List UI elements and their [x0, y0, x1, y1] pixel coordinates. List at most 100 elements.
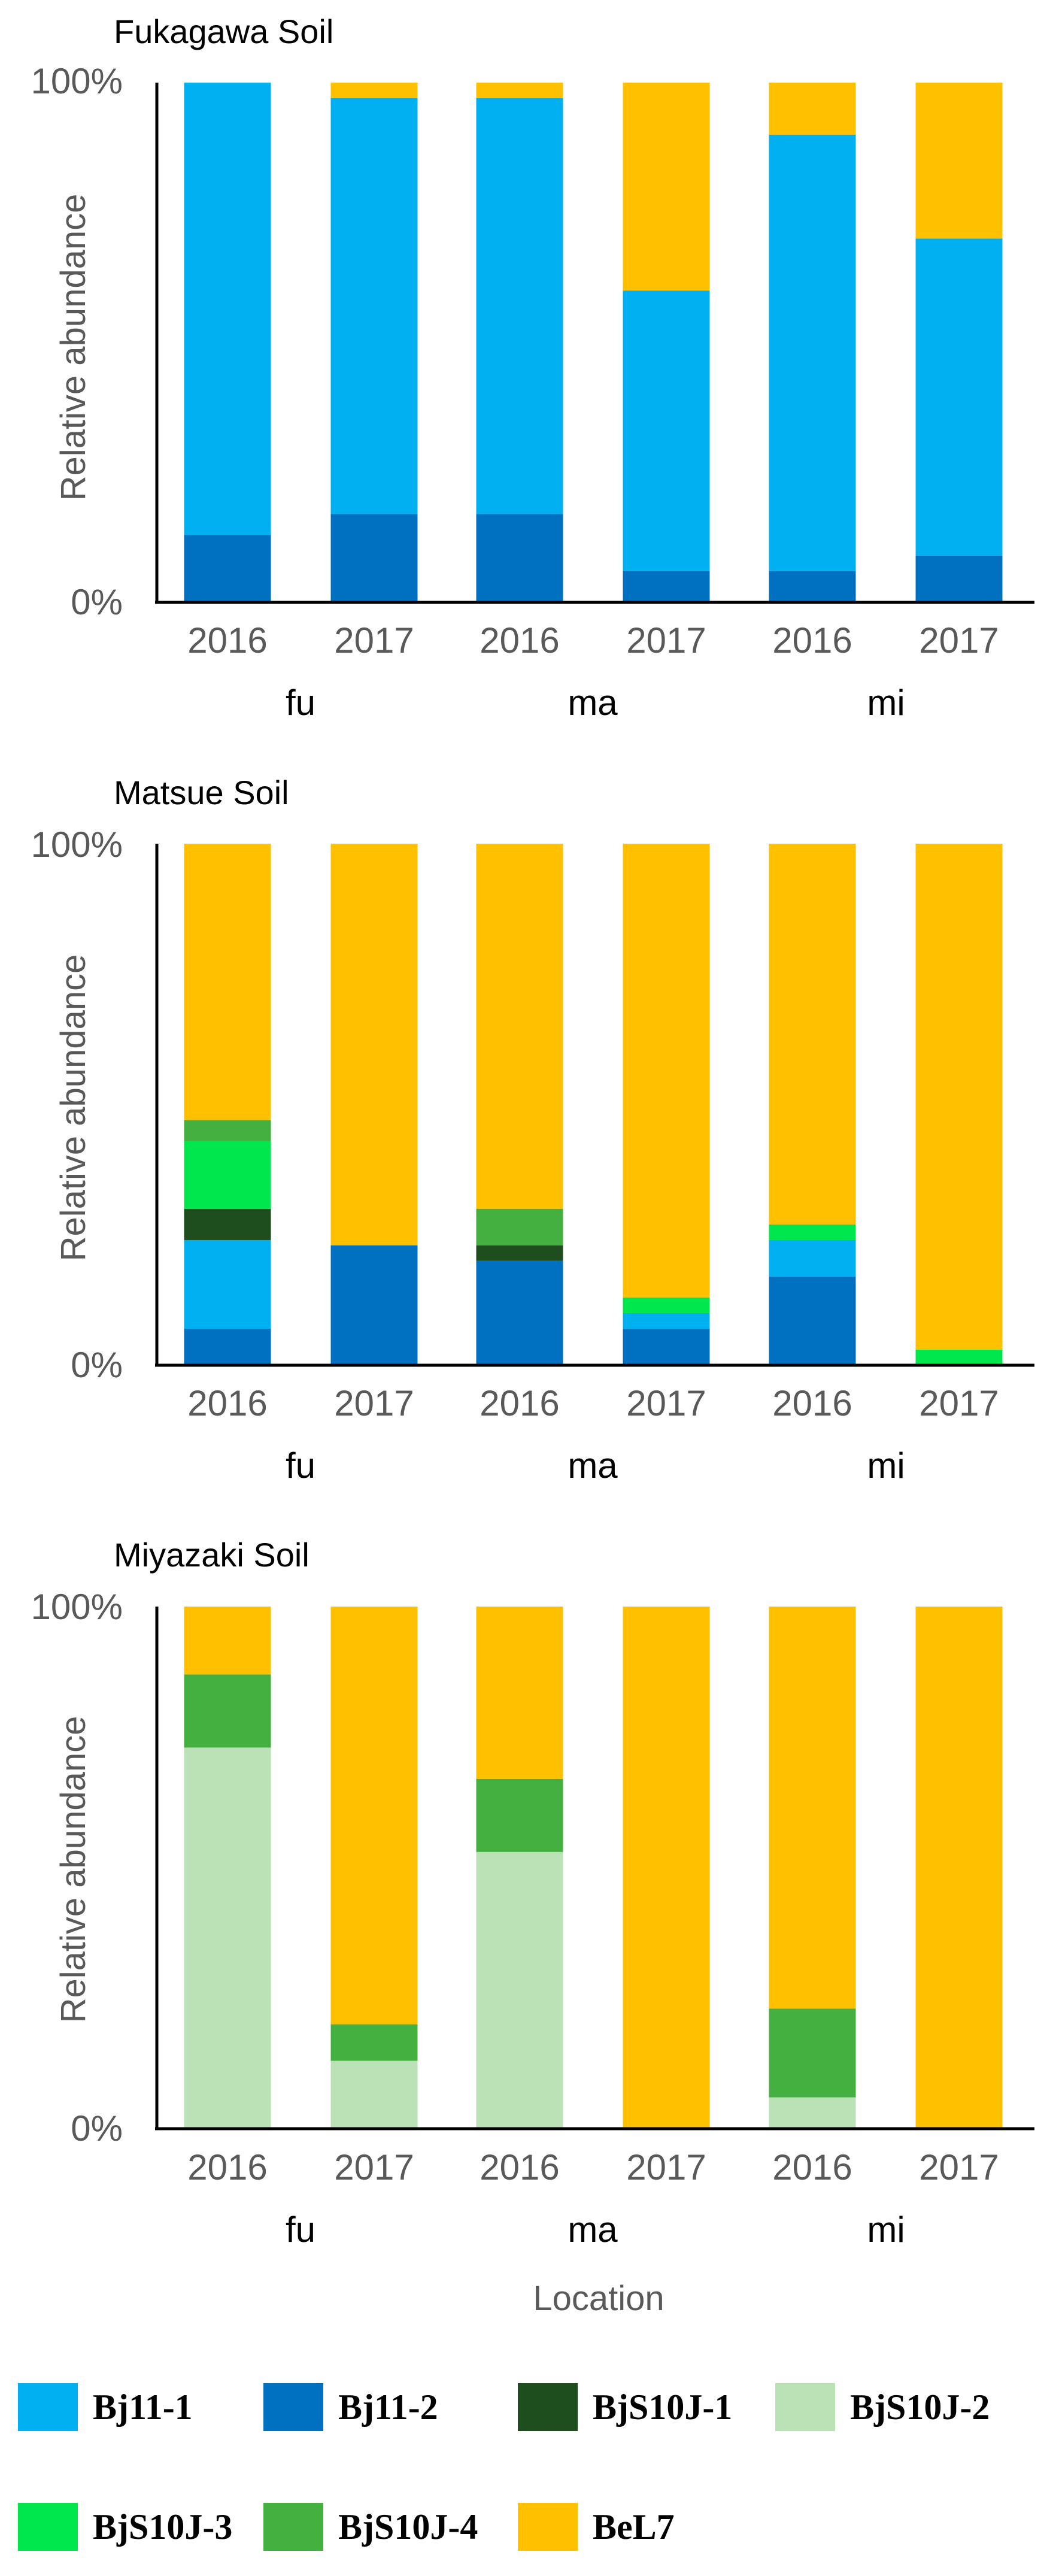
group-label: ma: [568, 2210, 618, 2250]
x-tick-label: 2017: [919, 1383, 999, 1423]
group-label: mi: [867, 2210, 905, 2250]
bar-segment-bjs10j-2: [184, 1747, 271, 2129]
bar-segment-bel7: [330, 1607, 418, 2025]
bar-segment-bjs10j-2: [330, 2060, 418, 2129]
bar-segment-bjs10j-4: [330, 2024, 418, 2061]
legend-label: BjS10J-1: [593, 2387, 732, 2427]
bar-segment-bj11-1: [769, 1239, 856, 1277]
bar-segment-bel7: [330, 83, 418, 99]
bar-segment-bj11-1: [184, 83, 271, 535]
y-tick-max: 100%: [31, 61, 123, 101]
bar-segment-bjs10j-1: [476, 1245, 563, 1261]
bar-segment-bel7: [769, 844, 856, 1225]
bar-segment-bel7: [769, 1607, 856, 2009]
bar-segment-bel7: [623, 1607, 710, 2129]
x-tick-labels: 2016 2017 2016 2017 2016 2017: [187, 1383, 999, 1423]
group-labels: fu ma mi: [286, 2210, 905, 2250]
bar-segment-bel7: [769, 83, 856, 135]
bar-segment-bel7: [184, 844, 271, 1120]
bar-segment-bjs10j-4: [476, 1208, 563, 1245]
bar-segment-bj11-2: [330, 1245, 418, 1365]
group-label: mi: [867, 683, 905, 723]
bar-segment-bj11-2: [769, 1276, 856, 1365]
chart-title: Fukagawa Soil: [114, 13, 333, 50]
bar-segment-bj11-2: [623, 1329, 710, 1365]
bar-segment-bjs10j-3: [769, 1224, 856, 1240]
bar-segment-bel7: [476, 83, 563, 99]
bar-segment-bj11-2: [623, 571, 710, 602]
bar-segment-bjs10j-3: [184, 1141, 271, 1209]
panel-miyazaki: Miyazaki Soil Relative abundance 100% 0%…: [31, 1536, 1034, 2318]
chart-title: Miyazaki Soil: [114, 1536, 309, 1574]
bar-segment-bel7: [915, 844, 1003, 1350]
x-tick-label: 2016: [772, 620, 852, 660]
bar-segment-bel7: [476, 1607, 563, 1779]
bar-segment-bj11-2: [915, 555, 1003, 602]
y-axis-label: Relative abundance: [54, 954, 93, 1262]
bar-segment-bj11-2: [476, 1260, 563, 1365]
bar-segment-bj11-1: [184, 1239, 271, 1329]
group-labels: fu ma mi: [286, 1445, 905, 1486]
legend-swatch: [18, 2383, 78, 2431]
legend-label: BjS10J-4: [338, 2507, 478, 2547]
x-tick-label: 2016: [187, 620, 267, 660]
y-tick-max: 100%: [31, 825, 123, 865]
legend: Bj11-1 Bj11-2 BjS10J-1 BjS10J-2 BjS10J-3 BjS1…: [18, 2383, 990, 2551]
x-tick-labels: 2016 2017 2016 2017 2016 2017: [187, 2147, 999, 2187]
bar-segment-bjs10j-1: [184, 1208, 271, 1240]
bar-stack-area: [184, 83, 1003, 602]
panel-fukagawa: Fukagawa Soil Relative abundance 100% 0%…: [31, 13, 1034, 723]
bar-segment-bel7: [623, 83, 710, 291]
x-tick-labels: 2016 2017 2016 2017 2016 2017: [187, 620, 999, 660]
x-tick-label: 2016: [772, 1383, 852, 1423]
bar-segment-bel7: [915, 1607, 1003, 2129]
x-tick-label: 2017: [626, 2147, 706, 2187]
bar-segment-bjs10j-3: [623, 1297, 710, 1313]
bar-segment-bjs10j-4: [184, 1120, 271, 1141]
bar-segment-bj11-2: [184, 1329, 271, 1365]
legend-swatch: [18, 2503, 78, 2551]
bar-segment-bel7: [915, 83, 1003, 239]
bar-segment-bel7: [330, 844, 418, 1245]
y-tick-max: 100%: [31, 1587, 123, 1627]
x-tick-label: 2017: [334, 2147, 414, 2187]
legend-swatch: [263, 2503, 323, 2551]
group-label: ma: [568, 1445, 618, 1486]
x-axis-label: Location: [533, 2279, 664, 2318]
bar-segment-bjs10j-3: [915, 1349, 1003, 1365]
legend-label: BjS10J-2: [850, 2387, 990, 2427]
bar-segment-bj11-1: [915, 238, 1003, 556]
bar-segment-bjs10j-4: [476, 1778, 563, 1852]
legend-swatch: [263, 2383, 323, 2431]
bar-segment-bj11-1: [330, 98, 418, 514]
bar-segment-bjs10j-4: [769, 2008, 856, 2098]
bar-segment-bel7: [623, 844, 710, 1298]
bar-segment-bj11-2: [769, 571, 856, 602]
x-tick-label: 2016: [480, 1383, 559, 1423]
bar-segment-bj11-2: [184, 535, 271, 602]
bar-segment-bj11-1: [476, 98, 563, 514]
legend-swatch: [518, 2503, 578, 2551]
x-tick-label: 2016: [480, 620, 559, 660]
chart-title: Matsue Soil: [114, 774, 289, 811]
x-tick-label: 2017: [626, 1383, 706, 1423]
y-axis-label: Relative abundance: [54, 1716, 93, 2023]
bar-segment-bel7: [476, 844, 563, 1209]
bar-segment-bel7: [184, 1607, 271, 1675]
x-tick-label: 2017: [919, 620, 999, 660]
x-tick-label: 2016: [187, 2147, 267, 2187]
group-label: ma: [568, 683, 618, 723]
group-label: mi: [867, 1445, 905, 1486]
x-tick-label: 2016: [772, 2147, 852, 2187]
panel-matsue: Matsue Soil Relative abundance 100% 0% 2…: [31, 774, 1034, 1486]
bar-stack-area: [184, 844, 1003, 1365]
bar-segment-bj11-2: [476, 514, 563, 602]
legend-label: BeL7: [593, 2507, 675, 2547]
group-label: fu: [286, 1445, 315, 1486]
group-label: fu: [286, 683, 315, 723]
bar-segment-bjs10j-4: [184, 1674, 271, 1748]
x-tick-label: 2016: [187, 1383, 267, 1423]
group-label: fu: [286, 2210, 315, 2250]
legend-swatch: [518, 2383, 578, 2431]
